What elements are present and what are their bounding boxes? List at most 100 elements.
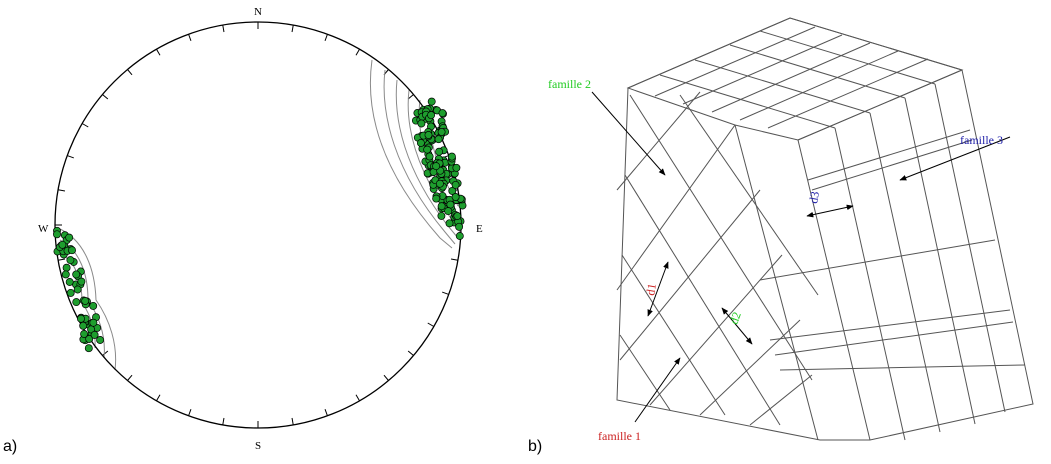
stereonet-tick: [81, 123, 89, 128]
panel-label-a: a): [3, 438, 18, 455]
stereonet-tick: [355, 48, 360, 56]
stereonet-tick: [383, 374, 389, 381]
famille-1-label: famille 1: [598, 429, 641, 443]
pole-point: [427, 111, 436, 120]
famille-1-leader: [634, 357, 681, 423]
stereonet-tick: [188, 409, 192, 416]
rock-block-diagram: famille 2 famille 3 famille 1 d1 d2 d3: [548, 17, 1034, 443]
north-label: N: [254, 6, 262, 18]
stereonet-circle: [54, 21, 462, 429]
famille-3-leader: [899, 136, 1011, 181]
famille-2-label: famille 2: [548, 77, 591, 91]
pole-point: [61, 270, 70, 279]
stereonet-plot: N S E W: [38, 6, 483, 452]
famille-2-leader: [591, 91, 666, 176]
d3-label: d3: [806, 190, 822, 204]
pole-point: [66, 288, 75, 297]
pole-point: [62, 263, 71, 272]
pole-point: [432, 194, 441, 203]
pole-point: [423, 145, 432, 154]
stereonet-tick: [442, 291, 449, 295]
pole-point: [84, 344, 93, 353]
pole-point: [455, 222, 464, 231]
pole-point: [437, 211, 446, 220]
top-face: [626, 17, 964, 141]
stereonet-tick: [67, 155, 74, 159]
stereonet-tick: [156, 48, 161, 56]
pole-point: [434, 135, 443, 144]
stereonet-tick: [450, 258, 459, 261]
pole-point: [68, 246, 76, 255]
stereonet-tick: [291, 417, 294, 426]
density-contours: [57, 59, 461, 371]
south-label: S: [255, 440, 261, 452]
pole-point: [425, 152, 434, 161]
stereonet-tick: [57, 189, 66, 192]
d1-arrow: [647, 261, 669, 317]
pole-point: [65, 233, 74, 242]
west-label: W: [38, 223, 49, 235]
pole-point: [437, 128, 446, 136]
pole-point: [447, 152, 456, 161]
pole-point: [452, 163, 461, 172]
stereonet-tick: [324, 34, 328, 41]
stereonet-tick: [222, 417, 225, 426]
pole-point: [444, 207, 453, 216]
stereonet-tick: [188, 34, 192, 41]
pole-point: [80, 330, 89, 338]
pole-point: [53, 230, 61, 239]
stereonet-tick: [407, 350, 414, 356]
pole-point: [81, 297, 90, 305]
pole-point: [65, 278, 74, 286]
pole-point: [437, 202, 446, 211]
stereonet-tick: [324, 409, 328, 416]
pole-point: [66, 256, 75, 265]
pole-point: [438, 109, 447, 118]
pole-point: [435, 179, 444, 188]
pole-point: [424, 131, 433, 139]
contour-line: [383, 69, 456, 245]
pole-point: [77, 277, 86, 286]
pole-point: [89, 301, 98, 310]
contour-line: [369, 59, 453, 249]
stereonet-tick: [127, 69, 133, 76]
stereonet-tick: [291, 24, 294, 33]
pole-point: [72, 298, 81, 307]
pole-point: [73, 285, 82, 294]
pole-point: [90, 330, 99, 339]
stereonet-tick: [427, 322, 435, 327]
pole-point: [427, 97, 436, 106]
d3-arrow: [806, 204, 854, 218]
d2-label: d2: [727, 310, 744, 326]
pole-point: [96, 336, 105, 344]
d2-arrow: [721, 307, 753, 345]
pole-point: [453, 212, 462, 220]
pole-point: [85, 335, 94, 343]
pole-point: [445, 219, 454, 228]
pole-point: [417, 119, 426, 128]
pole-point: [451, 193, 460, 201]
stereonet-tick: [102, 350, 109, 356]
pole-point: [89, 318, 98, 327]
pole-point: [455, 232, 464, 240]
stereonet-ticks: [55, 22, 461, 428]
pole-point: [451, 180, 460, 189]
stereonet-tick: [102, 94, 109, 100]
pole-point: [58, 240, 67, 249]
stereonet-tick: [407, 94, 414, 100]
contour-line: [57, 227, 117, 371]
east-label: E: [476, 223, 483, 235]
d1-label: d1: [643, 282, 659, 296]
stereonet-tick: [127, 374, 133, 381]
pole-point: [435, 147, 444, 156]
stereonet-tick: [57, 258, 66, 261]
pole-points: [53, 97, 467, 353]
pole-point: [79, 321, 88, 330]
panel-label-b: b): [528, 438, 543, 455]
pole-point: [446, 200, 455, 209]
pole-point: [432, 162, 441, 171]
stereonet-tick: [156, 394, 161, 402]
pole-point: [72, 270, 81, 279]
stereonet-tick: [355, 394, 360, 402]
pole-point: [77, 314, 85, 323]
